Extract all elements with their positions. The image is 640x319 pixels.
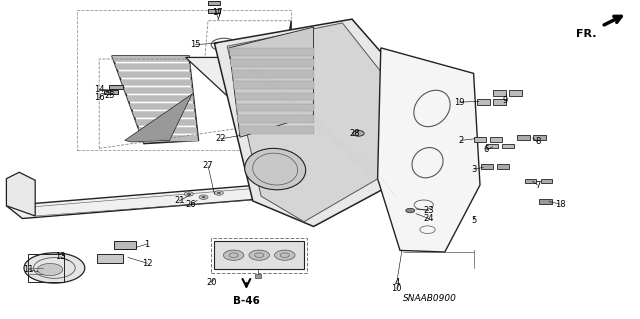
Polygon shape (233, 81, 314, 89)
Bar (474, 137, 486, 142)
Bar (497, 164, 509, 169)
Polygon shape (125, 94, 192, 142)
Text: 5: 5 (471, 216, 476, 225)
Text: 2: 2 (458, 136, 463, 145)
Polygon shape (229, 48, 314, 56)
Polygon shape (237, 115, 314, 123)
Bar (114, 241, 136, 249)
Text: 12: 12 (142, 259, 152, 268)
Circle shape (406, 208, 415, 213)
Circle shape (199, 195, 208, 199)
Circle shape (353, 130, 364, 136)
Polygon shape (6, 182, 314, 219)
Text: 27: 27 (203, 161, 213, 170)
Circle shape (223, 250, 244, 260)
Polygon shape (141, 136, 198, 141)
Polygon shape (227, 23, 383, 222)
Text: 1: 1 (145, 240, 150, 249)
Polygon shape (230, 59, 314, 67)
Text: 24: 24 (424, 214, 434, 223)
Text: 10: 10 (392, 284, 402, 293)
Polygon shape (294, 182, 314, 211)
Circle shape (275, 250, 295, 260)
Polygon shape (229, 27, 314, 137)
Bar (208, 1, 220, 5)
Bar (255, 274, 261, 278)
Text: 9: 9 (503, 96, 508, 105)
Polygon shape (214, 19, 397, 226)
Bar (486, 144, 498, 148)
Polygon shape (127, 96, 194, 101)
Bar (97, 254, 123, 263)
Text: SNAAB0900: SNAAB0900 (403, 294, 457, 303)
Bar (104, 90, 118, 94)
Bar (493, 99, 506, 105)
Text: 7: 7 (535, 181, 540, 189)
Text: 17: 17 (212, 8, 223, 17)
Polygon shape (186, 21, 291, 99)
Bar (490, 137, 502, 142)
Bar (481, 164, 493, 169)
Polygon shape (135, 120, 196, 125)
Text: 28: 28 (350, 130, 360, 138)
Polygon shape (115, 64, 190, 70)
Circle shape (214, 191, 223, 195)
Text: 19: 19 (454, 98, 465, 107)
Text: 6: 6 (484, 145, 489, 154)
Bar (525, 179, 536, 183)
Text: 11: 11 (24, 265, 34, 274)
Polygon shape (138, 128, 197, 133)
Ellipse shape (24, 253, 85, 283)
Polygon shape (236, 104, 314, 112)
Ellipse shape (37, 263, 63, 276)
Text: 23: 23 (424, 206, 434, 215)
Text: 21: 21 (174, 197, 184, 205)
Text: 4: 4 (394, 278, 399, 287)
Bar (502, 144, 514, 148)
Text: 20: 20 (206, 278, 216, 287)
Text: B-46: B-46 (233, 296, 260, 306)
Polygon shape (124, 88, 193, 93)
Text: 18: 18 (555, 200, 565, 209)
Circle shape (249, 250, 269, 260)
Circle shape (187, 193, 191, 195)
Bar (541, 179, 552, 183)
Bar (539, 199, 552, 204)
Text: FR.: FR. (576, 29, 596, 39)
Bar (517, 135, 530, 140)
Bar (252, 64, 268, 75)
Text: 13: 13 (56, 252, 66, 261)
Text: 22: 22 (216, 134, 226, 143)
Text: 16: 16 (94, 93, 104, 102)
Bar (509, 90, 522, 96)
Polygon shape (132, 112, 196, 117)
Polygon shape (129, 104, 195, 109)
Circle shape (217, 192, 221, 194)
Bar (493, 90, 506, 96)
Circle shape (184, 192, 193, 196)
Polygon shape (235, 93, 314, 100)
Polygon shape (214, 241, 304, 269)
Bar (477, 99, 490, 105)
Bar (208, 9, 220, 13)
Bar (533, 135, 546, 140)
Polygon shape (6, 172, 35, 216)
Text: 7: 7 (215, 13, 220, 22)
Polygon shape (232, 70, 314, 78)
Ellipse shape (244, 148, 306, 190)
Circle shape (202, 196, 205, 198)
Polygon shape (378, 48, 480, 252)
Text: 15: 15 (190, 40, 200, 49)
Text: 14: 14 (94, 85, 104, 94)
Polygon shape (112, 56, 189, 62)
Text: 8: 8 (535, 137, 540, 146)
Polygon shape (118, 72, 191, 78)
Polygon shape (239, 126, 314, 134)
Text: 26: 26 (186, 200, 196, 209)
Bar (109, 85, 123, 89)
Text: 3: 3 (471, 165, 476, 174)
Polygon shape (121, 80, 192, 85)
Text: 25: 25 (105, 91, 115, 100)
